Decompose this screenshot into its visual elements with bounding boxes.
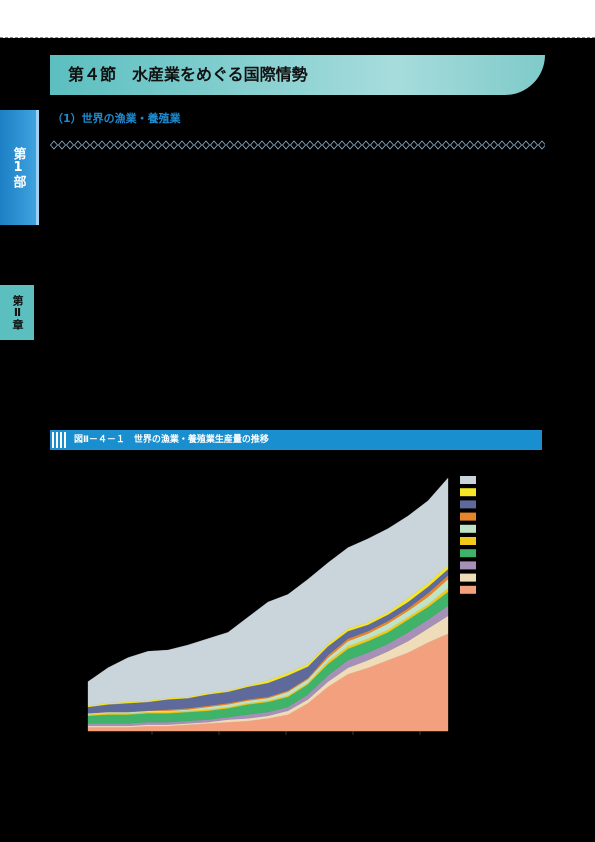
legend-swatch bbox=[460, 524, 476, 533]
x-ticks bbox=[151, 731, 421, 735]
diamond-rule bbox=[50, 140, 545, 150]
subsection-heading: （1）世界の漁業・養殖業 bbox=[52, 112, 181, 125]
legend-swatch bbox=[460, 573, 476, 582]
legend-swatch bbox=[460, 561, 476, 570]
legend-swatch bbox=[460, 500, 476, 509]
figure-title: 図Ⅱ－４－１ 世界の漁業・養殖業生産量の推移 bbox=[50, 430, 542, 450]
legend-swatch bbox=[460, 549, 476, 558]
legend-swatch bbox=[460, 585, 476, 594]
chapter-tab: 第Ⅱ章 bbox=[0, 285, 34, 340]
section-banner: 第４節 水産業をめぐる国際情勢 bbox=[50, 55, 545, 95]
legend-swatch bbox=[460, 512, 476, 521]
part-tab: 第1部 bbox=[0, 110, 39, 225]
legend-swatch bbox=[460, 476, 476, 484]
legend-swatch bbox=[460, 537, 476, 545]
area bbox=[87, 477, 449, 706]
legend-swatch bbox=[460, 488, 476, 497]
top-margin bbox=[0, 0, 595, 38]
